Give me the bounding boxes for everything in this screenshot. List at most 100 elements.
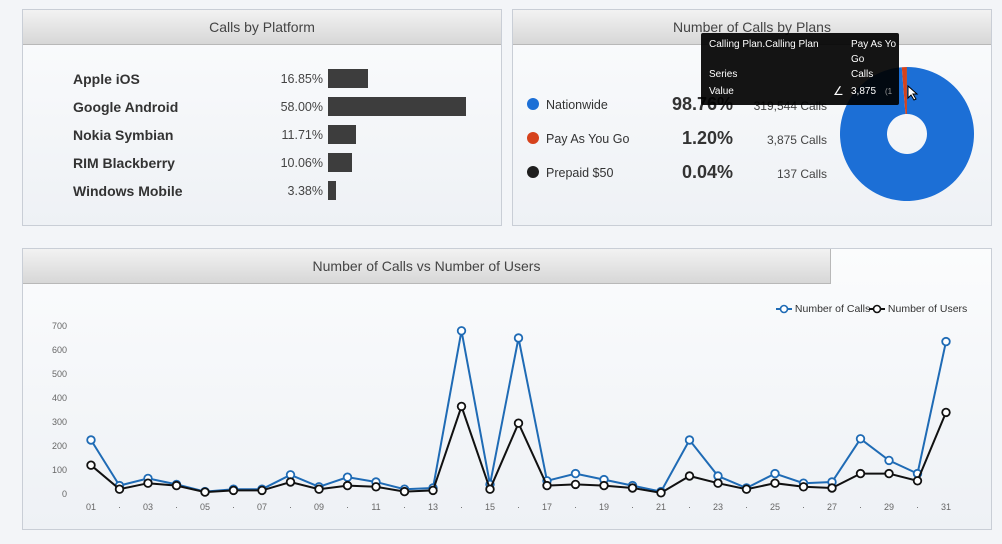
x-tick-label: · (289, 502, 292, 512)
data-point-calls[interactable] (456, 326, 467, 336)
platform-name: RIM Blackberry (73, 155, 175, 171)
platform-percent: 3.38% (287, 184, 323, 198)
x-tick-label: · (403, 502, 406, 512)
platform-row[interactable]: RIM Blackberry 10.06% (73, 153, 493, 173)
y-tick-label: 400 (52, 393, 67, 403)
plan-percent: 1.20% (681, 128, 733, 148)
x-tick-label: 03 (143, 502, 153, 512)
data-point-calls[interactable] (86, 435, 96, 445)
legend-item-calls[interactable]: Number of Calls (776, 303, 870, 315)
platform-row[interactable]: Apple iOS 16.85% (73, 69, 493, 89)
plan-color-dot-icon (527, 98, 539, 110)
legend-calls-label: Number of Calls (794, 303, 871, 315)
data-point-calls[interactable] (513, 333, 524, 343)
tooltip-series-label: Series (709, 69, 738, 80)
data-point-users[interactable] (713, 478, 723, 488)
data-point-users[interactable] (798, 482, 809, 492)
data-point-users[interactable] (257, 485, 267, 496)
data-point-calls[interactable] (684, 435, 695, 445)
plan-percent: 0.04% (681, 162, 733, 182)
y-tick-label: 600 (52, 345, 67, 355)
data-point-calls[interactable] (941, 336, 951, 347)
platform-row[interactable]: Windows Mobile 3.38% (73, 181, 493, 201)
data-point-users[interactable] (171, 480, 182, 491)
platform-row[interactable]: Nokia Symbian 11.71% (73, 125, 493, 145)
data-point-users[interactable] (912, 476, 923, 486)
data-point-users[interactable] (570, 479, 581, 490)
x-tick-label: 11 (371, 502, 380, 512)
platform-bar[interactable] (328, 69, 369, 88)
platform-percent: 11.71% (281, 128, 323, 142)
platform-name: Nokia Symbian (73, 127, 174, 143)
data-point-users[interactable] (513, 418, 524, 428)
data-point-calls[interactable] (770, 468, 780, 479)
plan-row[interactable]: Pay As You Go 1.20% 3,875 Calls (527, 128, 827, 151)
x-tick-label: · (916, 502, 919, 512)
x-tick-label: 19 (599, 502, 609, 512)
data-point-calls[interactable] (855, 434, 866, 444)
data-point-users[interactable] (314, 484, 324, 494)
data-point-users[interactable] (770, 478, 780, 488)
data-point-users[interactable] (399, 486, 410, 497)
data-point-users[interactable] (542, 480, 552, 491)
platform-bar[interactable] (328, 97, 466, 116)
pie-tooltip: Calling Plan.Calling Plan Pay As Yo Go S… (701, 33, 899, 105)
x-tick-label: · (631, 502, 634, 512)
legend-item-users[interactable]: Number of Users (869, 303, 967, 315)
x-tick-label: · (574, 502, 577, 512)
x-tick-label: 17 (542, 502, 552, 512)
data-point-users[interactable] (656, 488, 666, 498)
data-point-calls[interactable] (342, 472, 353, 482)
y-tick-label: 500 (52, 369, 67, 379)
data-point-users[interactable] (86, 460, 96, 470)
data-point-users[interactable] (884, 468, 894, 479)
plan-name: Pay As You Go (546, 132, 630, 146)
platform-name: Windows Mobile (73, 183, 183, 199)
data-point-users[interactable] (342, 480, 353, 491)
data-point-users[interactable] (200, 487, 210, 497)
data-point-users[interactable] (627, 483, 638, 493)
platform-row[interactable]: Google Android 58.00% (73, 97, 493, 117)
x-tick-label: · (802, 502, 805, 512)
data-point-calls[interactable] (570, 468, 581, 479)
calls-vs-users-line-chart: 0 100 200 300 400 500 600 700 01 · 03 · 05 · 07 · 09 · 11 ·… (52, 321, 951, 512)
platform-name: Apple iOS (73, 71, 140, 87)
data-point-users[interactable] (855, 468, 866, 479)
data-point-users[interactable] (741, 484, 752, 494)
x-tick-label: · (688, 502, 691, 512)
x-tick-label: 01 (86, 502, 96, 512)
data-point-users[interactable] (599, 480, 609, 491)
tooltip-plan-value: Pay As Yo (851, 39, 897, 50)
data-point-users[interactable] (428, 485, 438, 496)
data-point-users[interactable] (371, 482, 381, 492)
calls-by-platform-panel: Calls by Platform Apple iOS 16.85% Google … (22, 9, 502, 226)
data-point-users[interactable] (114, 484, 125, 494)
x-tick-label: 29 (884, 502, 894, 512)
data-point-users[interactable] (941, 407, 951, 418)
platform-bar[interactable] (328, 181, 336, 200)
y-tick-label: 700 (52, 321, 67, 331)
data-point-users[interactable] (827, 483, 837, 493)
x-tick-label: 25 (770, 502, 780, 512)
data-point-users[interactable] (456, 401, 467, 412)
tooltip-series-value: Calls (851, 69, 874, 80)
x-tick-label: · (745, 502, 748, 512)
platform-name: Google Android (73, 99, 179, 115)
platform-bar[interactable] (328, 125, 356, 144)
data-point-users[interactable] (285, 477, 296, 487)
x-tick-label: · (232, 502, 235, 512)
platform-bar[interactable] (328, 153, 352, 172)
data-point-users[interactable] (143, 478, 153, 488)
platform-percent: 10.06% (280, 156, 323, 170)
data-point-users[interactable] (228, 485, 239, 496)
data-point-users[interactable] (684, 471, 695, 481)
data-point-calls[interactable] (884, 455, 894, 466)
plan-name: Prepaid $50 (546, 166, 614, 180)
x-tick-label: 15 (485, 502, 495, 512)
plan-row[interactable]: Prepaid $50 0.04% 137 Calls (527, 162, 827, 185)
data-point-users[interactable] (485, 484, 495, 494)
x-tick-label: 13 (428, 502, 438, 512)
y-tick-label: 100 (52, 465, 67, 475)
x-tick-label: · (118, 502, 121, 512)
pie-slice-pay-as-you-go[interactable] (901, 67, 907, 115)
